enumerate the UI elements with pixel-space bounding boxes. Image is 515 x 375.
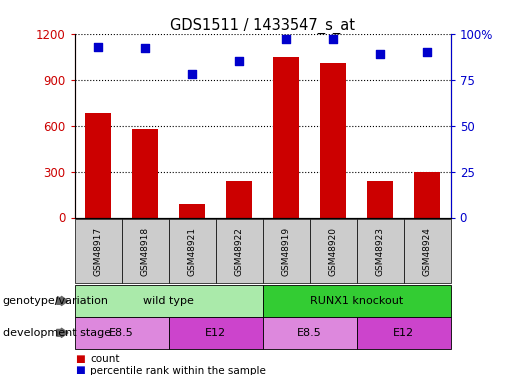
Bar [356, 219, 404, 283]
Text: percentile rank within the sample: percentile rank within the sample [90, 366, 266, 375]
Point [423, 49, 431, 55]
Text: GSM48922: GSM48922 [235, 227, 244, 276]
Bar [273, 57, 299, 217]
Bar [263, 219, 310, 283]
Text: E12: E12 [205, 328, 226, 338]
Bar [367, 181, 393, 218]
Text: count: count [90, 354, 119, 364]
Bar [263, 285, 451, 317]
Bar [85, 113, 111, 218]
Text: GSM48921: GSM48921 [187, 227, 197, 276]
Point [282, 36, 290, 42]
Bar [75, 317, 168, 349]
Point [94, 44, 102, 50]
Text: RUNX1 knockout: RUNX1 knockout [310, 296, 403, 306]
Text: GSM48924: GSM48924 [423, 227, 432, 276]
Bar [122, 219, 168, 283]
Text: wild type: wild type [143, 296, 194, 306]
Text: ■: ■ [75, 366, 84, 375]
Text: GSM48923: GSM48923 [375, 227, 385, 276]
Point [376, 51, 384, 57]
Point [188, 71, 196, 77]
Text: E8.5: E8.5 [109, 328, 134, 338]
Bar [356, 317, 451, 349]
Point [235, 58, 243, 64]
Text: ■: ■ [75, 354, 84, 364]
Text: GSM48920: GSM48920 [329, 227, 338, 276]
Bar [414, 172, 440, 217]
Point [141, 45, 149, 51]
Bar [75, 219, 122, 283]
Text: E8.5: E8.5 [297, 328, 322, 338]
Bar [168, 219, 216, 283]
Text: E12: E12 [393, 328, 414, 338]
Bar [263, 317, 356, 349]
Bar [320, 63, 346, 217]
Bar [75, 285, 263, 317]
Bar [216, 219, 263, 283]
Bar [168, 317, 263, 349]
Bar [132, 129, 158, 217]
Text: GSM48919: GSM48919 [282, 226, 290, 276]
Bar [404, 219, 451, 283]
Text: GSM48918: GSM48918 [141, 226, 150, 276]
Text: GSM48917: GSM48917 [94, 226, 102, 276]
Bar [226, 181, 252, 218]
Point [329, 36, 337, 42]
Bar [310, 219, 356, 283]
Text: genotype/variation: genotype/variation [3, 296, 109, 306]
Title: GDS1511 / 1433547_s_at: GDS1511 / 1433547_s_at [170, 18, 355, 34]
Text: development stage: development stage [3, 328, 111, 338]
Bar [179, 204, 205, 218]
